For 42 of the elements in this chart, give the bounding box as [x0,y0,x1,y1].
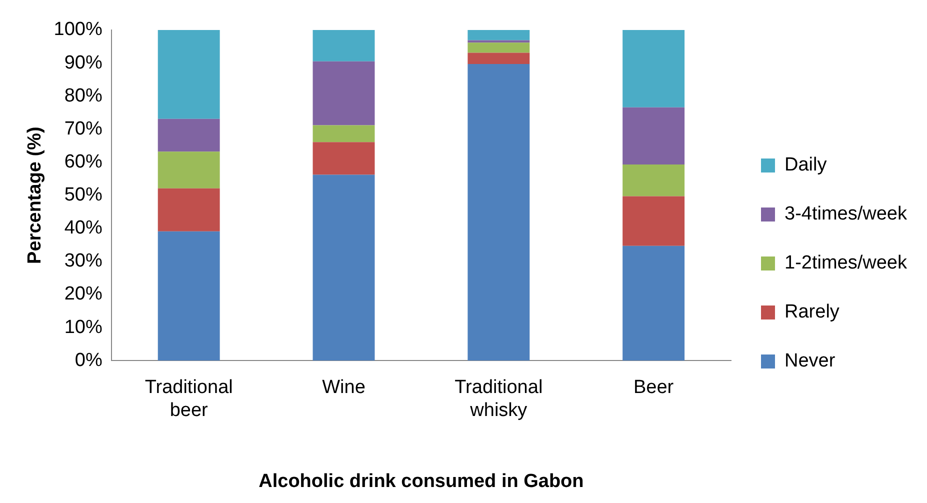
y-tick-label: 30% [64,250,102,272]
legend-label: Rarely [784,302,840,323]
bar [468,30,530,40]
bar [312,174,375,361]
bar [468,64,530,361]
y-tick-label: 80% [64,85,102,106]
y-tick-label: 90% [64,52,102,74]
bar [312,61,375,126]
bar [312,142,375,175]
legend-label: Never [784,350,836,372]
x-tick-label: Beer [633,377,674,398]
x-axis-title: Alcoholic drink consumed in Gabon [258,470,584,492]
x-tick-label: Traditional beer [144,377,233,422]
bar [312,30,375,62]
bar [468,42,530,53]
x-tick-label: Wine [322,377,366,398]
bar [158,30,220,119]
legend-label: 3-4times/week [784,204,908,225]
bar [158,152,220,188]
legend-label: 1-2times/week [784,252,908,274]
bar [622,246,685,361]
bar [312,125,375,142]
y-tick-label: 40% [64,218,102,239]
x-tick-label: Traditional whisky [454,377,543,422]
bar [622,164,685,196]
bar [158,118,220,152]
legend-label: Daily [784,154,828,176]
bar [622,196,685,246]
y-tick-label: 50% [64,184,102,206]
y-tick-label: 20% [64,284,102,305]
bar [622,107,685,165]
y-tick-label: 10% [64,316,102,338]
y-tick-label: 0% [74,350,102,371]
bar [158,188,220,232]
bar [158,231,220,361]
bar [468,52,530,64]
bar [622,30,685,108]
y-tick-label: 70% [64,118,102,140]
y-axis-title: Percentage (%) [24,126,46,264]
bar [468,40,530,43]
y-tick-label: 60% [64,151,102,172]
y-tick-label: 100% [54,19,102,40]
